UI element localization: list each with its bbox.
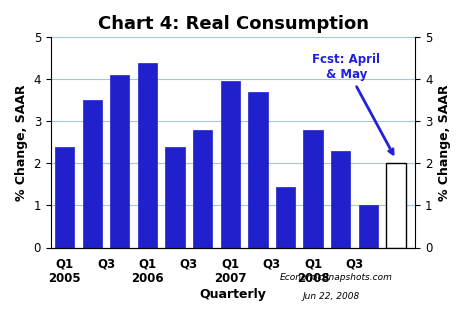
- Text: Fcst: April
& May: Fcst: April & May: [312, 53, 393, 154]
- Bar: [248, 92, 267, 247]
- Bar: [55, 147, 74, 247]
- Text: Jun 22, 2008: Jun 22, 2008: [303, 292, 360, 301]
- Bar: [138, 63, 157, 247]
- Bar: [165, 147, 185, 247]
- Bar: [386, 163, 405, 247]
- Bar: [276, 186, 295, 247]
- X-axis label: Quarterly: Quarterly: [199, 288, 267, 301]
- Bar: [303, 130, 323, 247]
- Bar: [193, 130, 212, 247]
- Text: EconomicSnapshots.com: EconomicSnapshots.com: [280, 273, 392, 282]
- Bar: [82, 100, 102, 247]
- Y-axis label: % Change, SAAR: % Change, SAAR: [438, 84, 451, 201]
- Bar: [110, 75, 130, 247]
- Bar: [331, 151, 350, 247]
- Bar: [220, 82, 240, 247]
- Title: Chart 4: Real Consumption: Chart 4: Real Consumption: [97, 15, 369, 33]
- Y-axis label: % Change, SAAR: % Change, SAAR: [15, 84, 28, 201]
- Bar: [359, 205, 378, 247]
